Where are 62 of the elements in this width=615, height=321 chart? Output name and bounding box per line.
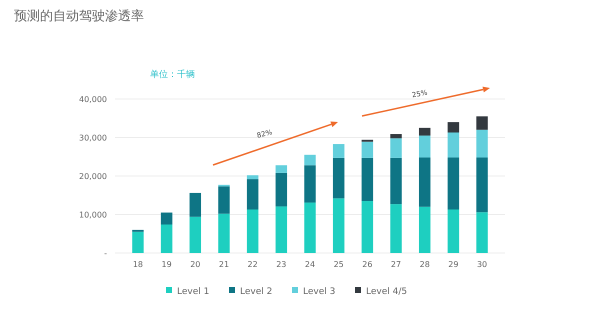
bar [332,158,344,198]
bar [476,212,488,253]
bar [476,158,488,212]
bar [418,158,430,207]
legend-label: Level 3 [303,287,336,298]
y-tick-label: 10,000 [79,210,107,220]
bar [418,128,430,136]
bar [390,134,402,138]
x-tick-label: 29 [448,260,458,269]
chart-subtitle: 单位：千辆 [150,69,195,80]
bar [390,204,402,253]
legend-label: Level 4/5 [366,287,408,298]
bar [246,179,258,210]
bar [448,158,460,210]
y-tick-label: 30,000 [79,133,107,142]
bar [276,172,288,206]
x-tick-label: 30 [476,260,488,269]
x-tick-label: 27 [390,260,402,269]
bar [476,116,488,130]
bar [218,186,230,214]
bar [160,224,172,253]
bar [362,158,374,202]
bar [332,144,344,158]
x-tick-label: 20 [190,260,200,269]
x-tick-label: 25 [334,260,344,269]
x-tick-label: 24 [304,260,316,269]
bar [304,165,316,203]
bar [276,206,288,253]
bar [390,138,402,158]
bar [276,165,288,173]
legend-label: Level 1 [177,287,210,298]
bar [218,214,230,253]
bar [304,154,316,166]
bar [246,175,258,180]
x-tick-label: 23 [276,260,286,269]
bar [476,130,488,158]
bar [390,158,402,204]
x-tick-label: 26 [362,260,372,269]
x-tick-label: 22 [248,260,258,269]
x-tick-label: 28 [420,260,430,269]
bar [304,202,316,253]
bar [190,216,202,253]
x-tick-label: 18 [132,260,144,269]
bar [418,206,430,253]
x-tick-label: 21 [218,260,230,269]
x-tick-label: 19 [162,260,172,269]
chart-title: 预测的自动驾驶渗透率 [14,8,144,24]
bar [160,212,172,225]
bar [132,232,144,253]
bar [448,209,460,253]
y-tick-label: 20,000 [79,172,107,181]
bar [190,192,202,217]
bar [418,136,430,158]
bar [332,198,344,253]
legend-label: Level 2 [240,287,272,298]
y-tick-label: 40,000 [79,94,107,104]
y-tick-label: - [104,248,108,258]
bar [362,201,374,253]
bar [362,142,374,158]
bar [448,122,460,132]
bar [448,132,460,158]
bar [246,209,258,253]
